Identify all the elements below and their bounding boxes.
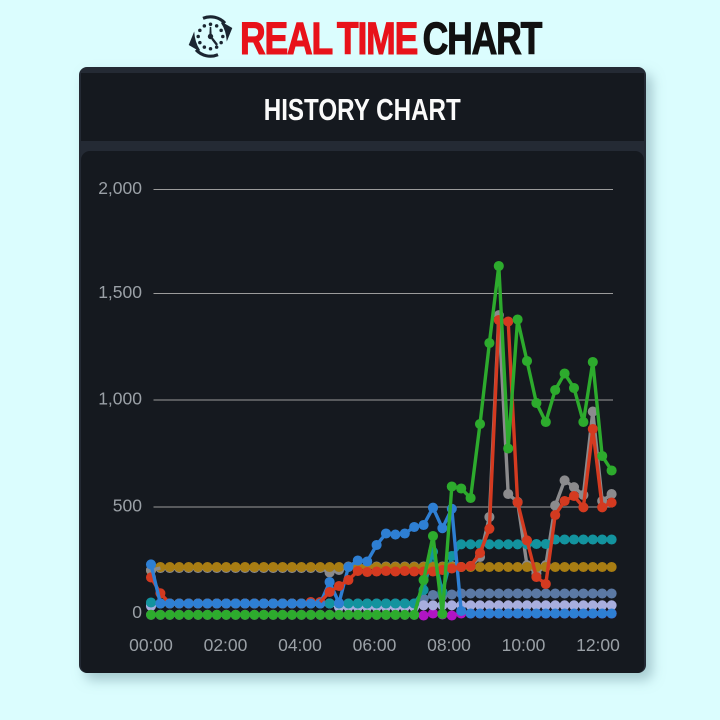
svg-text:02:00: 02:00 (204, 635, 248, 655)
svg-text:04:00: 04:00 (278, 635, 322, 655)
svg-text:12:00: 12:00 (576, 635, 620, 655)
svg-text:08:00: 08:00 (427, 635, 471, 655)
svg-text:1,000: 1,000 (98, 389, 142, 409)
svg-text:500: 500 (113, 496, 142, 516)
svg-text:2,000: 2,000 (98, 178, 142, 198)
svg-text:10:00: 10:00 (502, 635, 546, 655)
svg-text:00:00: 00:00 (129, 635, 173, 655)
svg-text:1,500: 1,500 (98, 282, 142, 302)
svg-text:06:00: 06:00 (353, 635, 397, 655)
svg-text:0: 0 (132, 602, 142, 622)
